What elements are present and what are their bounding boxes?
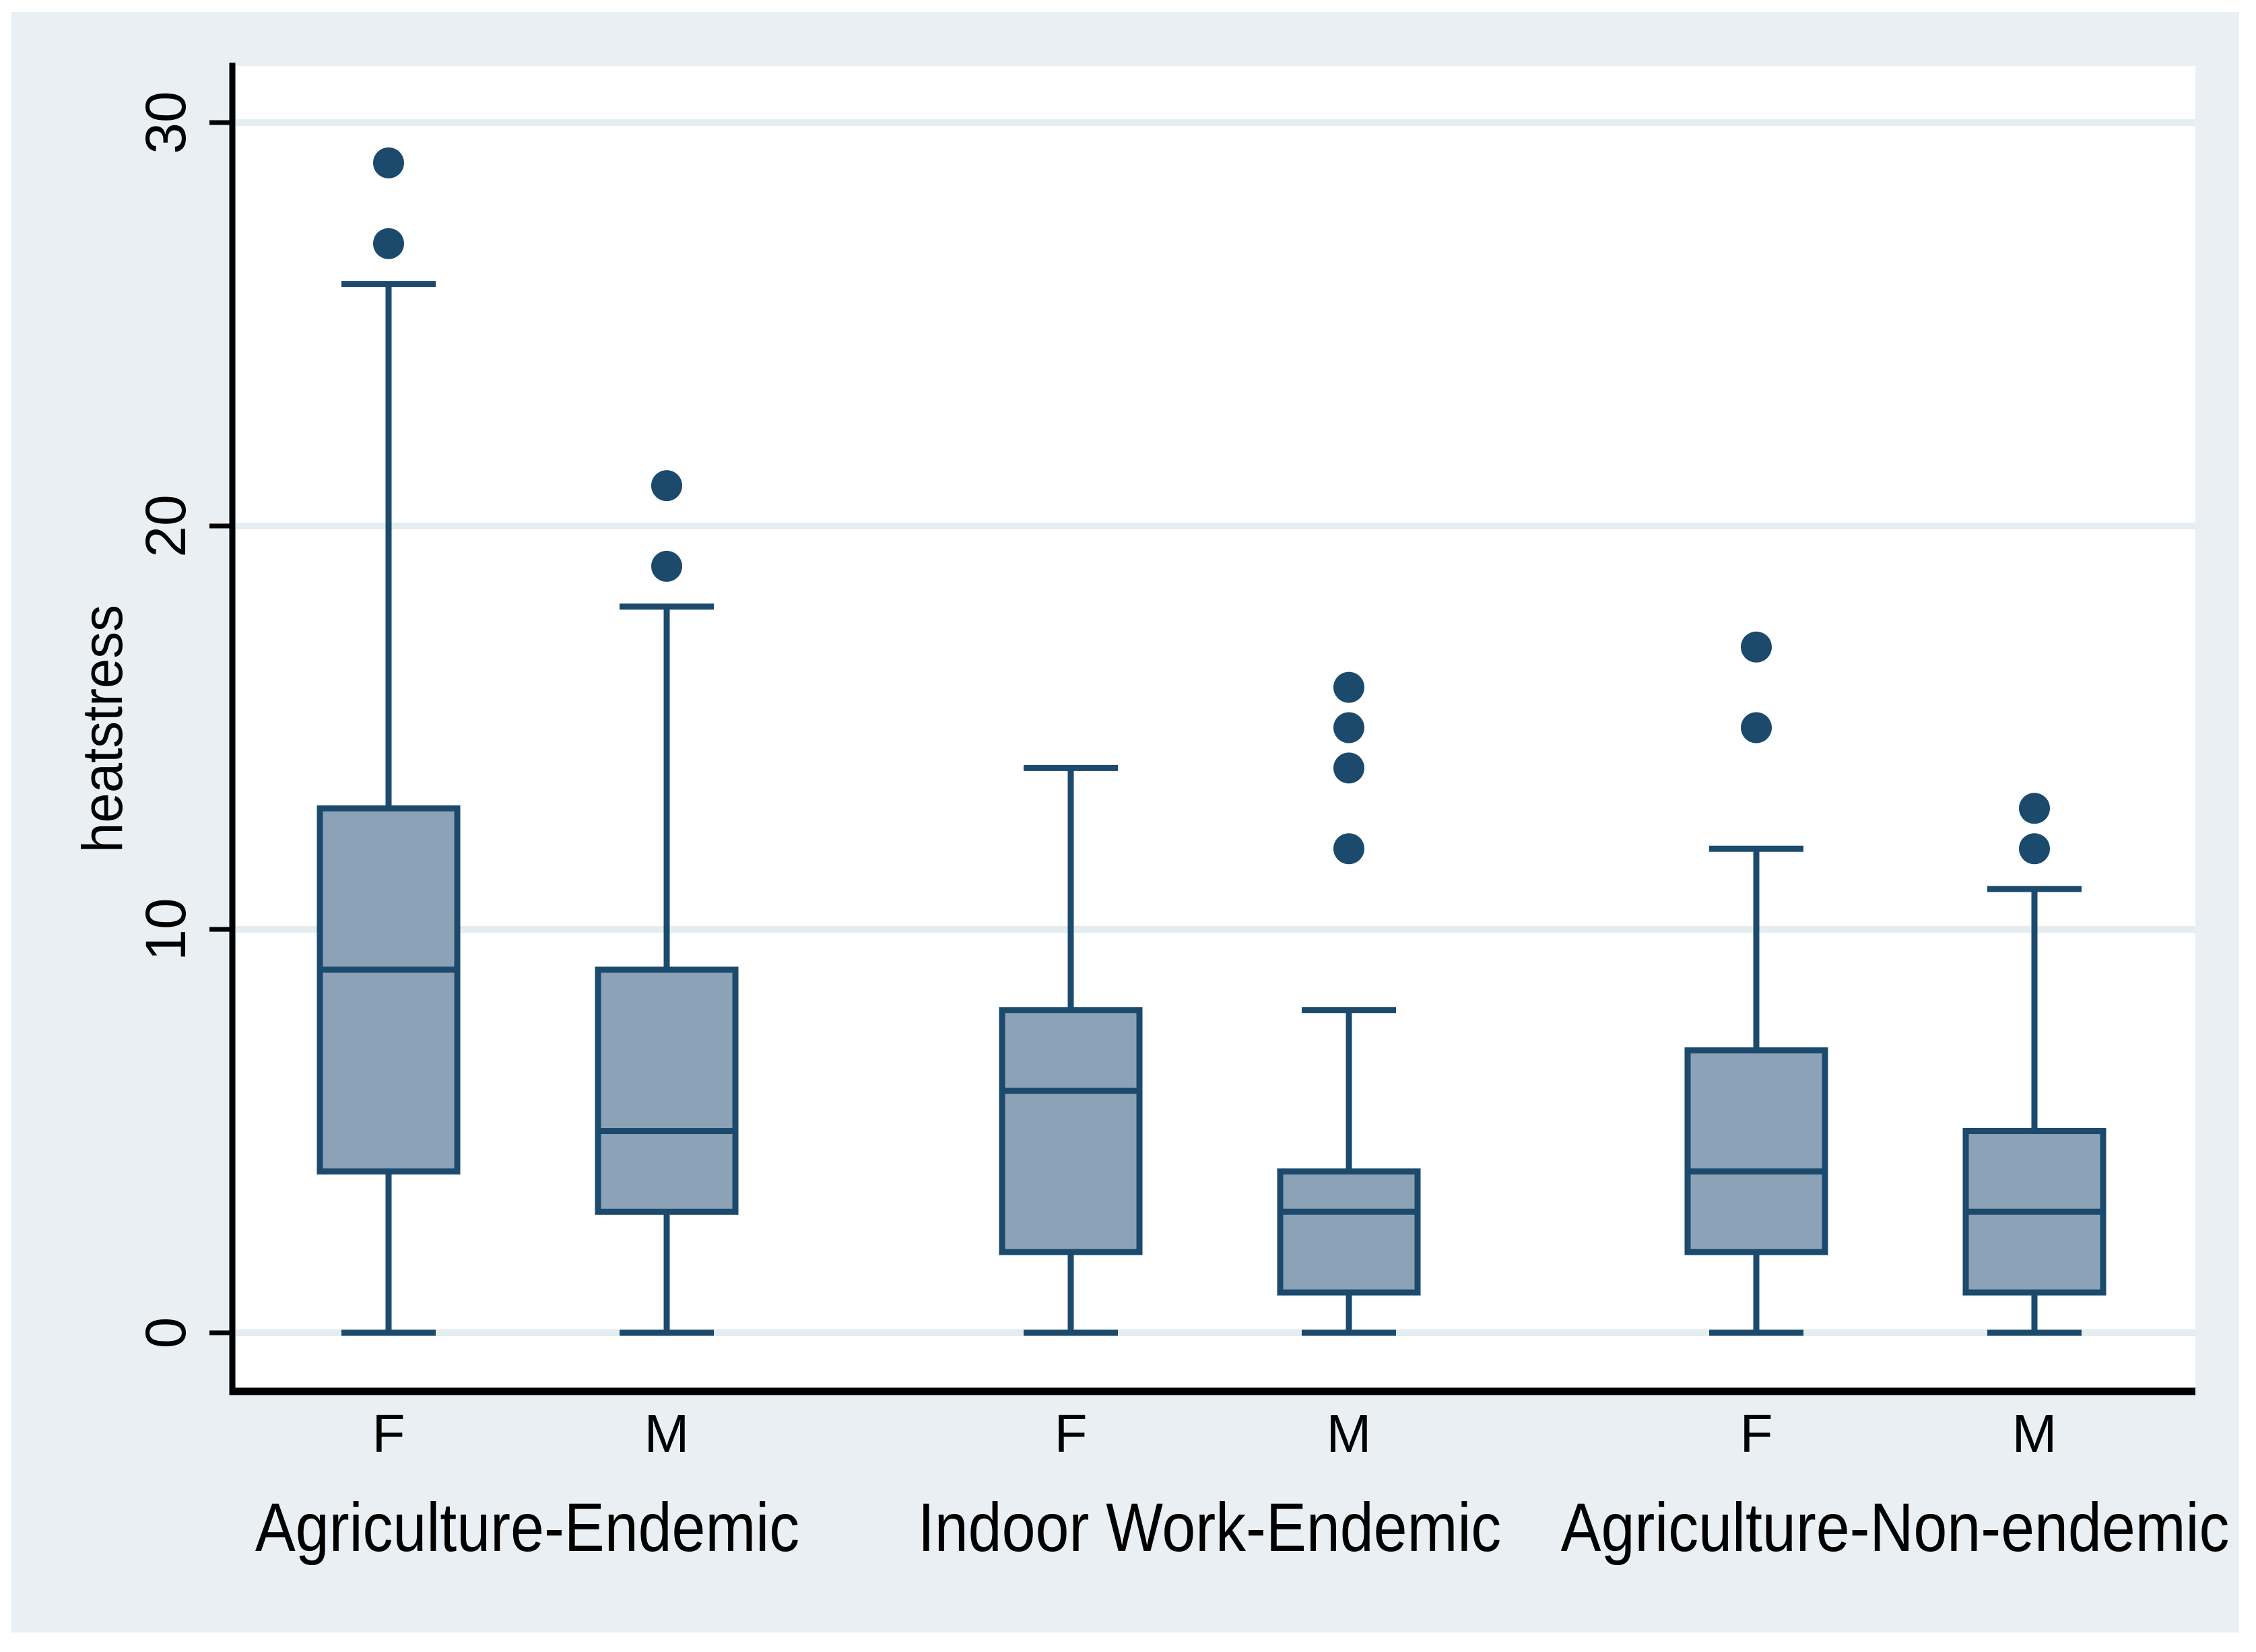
x-category-label-f2: F — [1054, 1403, 1088, 1463]
x-group-label-indoor-work-endemic: Indoor Work-Endemic — [917, 1489, 1502, 1566]
y-tick-label-20: 20 — [134, 494, 197, 558]
iqr-box — [595, 966, 739, 1215]
outlier-dot — [2019, 793, 2050, 824]
outlier-dot — [651, 550, 682, 582]
outlier-dot — [373, 228, 404, 259]
x-category-label-m2: M — [1326, 1403, 1372, 1463]
x-group-label-agriculture-endemic: Agriculture-Endemic — [255, 1489, 800, 1566]
outlier-dot — [1333, 671, 1364, 703]
outlier-dot — [651, 470, 682, 502]
y-axis-title: heatstress — [71, 604, 134, 853]
iqr-box — [1684, 1047, 1828, 1255]
y-tick-label-30: 30 — [134, 91, 197, 154]
iqr-box — [317, 805, 461, 1175]
outlier-dot — [1333, 833, 1364, 865]
x-category-label-m3: M — [2012, 1403, 2057, 1463]
x-category-label-f1: F — [372, 1403, 405, 1463]
outlier-dot — [1333, 752, 1364, 784]
outlier-dot — [1333, 712, 1364, 744]
iqr-box — [999, 1007, 1143, 1255]
iqr-box — [1277, 1168, 1421, 1296]
x-category-label-f3: F — [1739, 1403, 1773, 1463]
x-group-label-agriculture-non-endemic: Agriculture-Non-endemic — [1560, 1489, 2230, 1566]
outlier-dot — [1741, 712, 1772, 744]
x-category-label-m1: M — [644, 1403, 690, 1463]
outlier-dot — [2019, 833, 2050, 865]
y-tick-label-10: 10 — [134, 898, 197, 961]
y-tick-label-0: 0 — [134, 1317, 197, 1349]
outlier-dot — [373, 147, 404, 178]
outlier-dot — [1741, 631, 1772, 663]
plot-area — [236, 66, 2195, 1388]
